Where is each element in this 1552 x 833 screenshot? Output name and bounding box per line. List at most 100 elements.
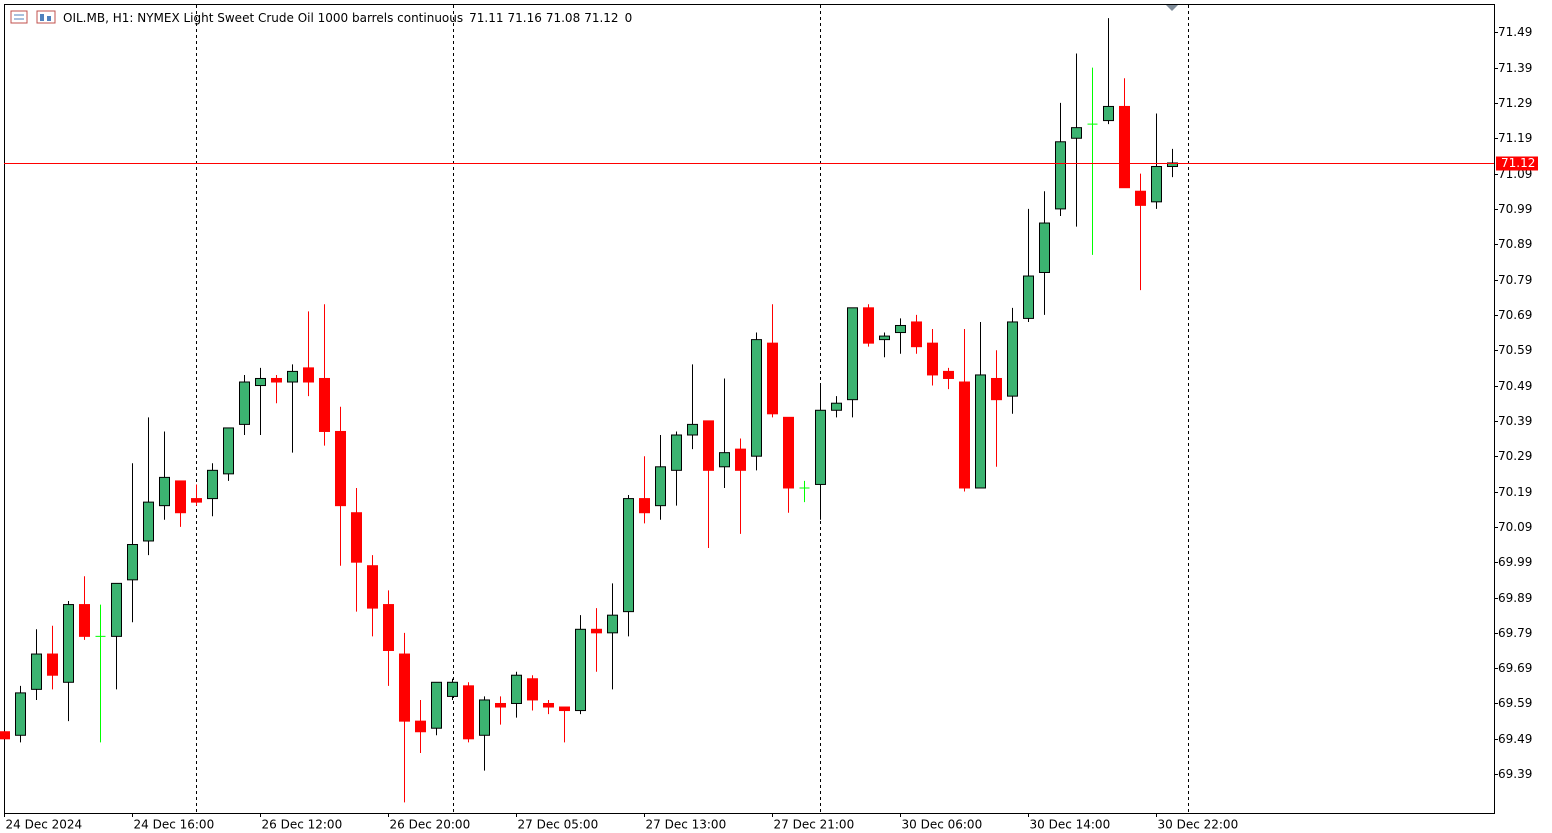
candle-body <box>1007 321 1018 397</box>
candle-body <box>271 377 282 383</box>
candle <box>127 463 138 623</box>
candle-body <box>367 565 378 609</box>
candle-body <box>223 427 234 475</box>
candle <box>783 416 794 513</box>
y-tick-label: 70.79 <box>1498 273 1532 287</box>
candle-body <box>1103 105 1114 122</box>
candle-body <box>1135 190 1146 206</box>
candle-body <box>783 416 794 489</box>
candle-body <box>671 434 682 471</box>
candle-body <box>351 512 362 563</box>
x-tick-label: 27 Dec 21:00 <box>774 818 855 832</box>
candle-body <box>863 307 874 344</box>
candle <box>911 314 922 354</box>
candle <box>335 406 346 566</box>
y-tick-label: 69.39 <box>1498 767 1532 781</box>
x-tick-label: 26 Dec 12:00 <box>262 818 343 832</box>
candle-body <box>687 423 698 436</box>
candle <box>1055 102 1066 216</box>
candle <box>575 615 586 715</box>
candle-body <box>383 604 394 651</box>
candle <box>831 396 842 418</box>
ohlc-close: 71.12 <box>584 11 618 25</box>
candle <box>175 480 186 527</box>
candle <box>1151 113 1162 209</box>
candle-body <box>879 335 890 341</box>
candle <box>671 431 682 506</box>
y-tick-label: 69.89 <box>1498 591 1532 605</box>
candle-body <box>607 614 618 634</box>
candle-body <box>479 699 490 736</box>
candle <box>719 378 730 488</box>
candle <box>863 304 874 347</box>
candle-body <box>111 582 122 637</box>
y-tick-label: 70.89 <box>1498 237 1532 251</box>
candle <box>607 583 618 690</box>
x-tick-label: 30 Dec 14:00 <box>1030 818 1111 832</box>
candle <box>303 311 314 397</box>
candle <box>159 431 170 520</box>
candle <box>15 685 26 743</box>
candle <box>879 332 890 358</box>
candle-body <box>415 720 426 733</box>
y-tick-label: 70.59 <box>1498 343 1532 357</box>
candle <box>1023 208 1034 322</box>
candle <box>799 480 810 503</box>
y-tick-label: 71.49 <box>1498 25 1532 39</box>
candle <box>927 329 938 386</box>
x-tick-label: 30 Dec 06:00 <box>902 818 983 832</box>
volume: 0 <box>625 11 633 25</box>
icon <box>36 10 56 24</box>
candle-body <box>655 466 666 507</box>
candle-body <box>303 367 314 383</box>
y-tick-label: 71.39 <box>1498 61 1532 75</box>
candle <box>639 456 650 524</box>
y-tick-label: 71.29 <box>1498 96 1532 110</box>
candle <box>319 304 330 446</box>
candle <box>95 604 106 743</box>
candle-body <box>527 678 538 701</box>
candle <box>655 434 666 520</box>
candle-body <box>255 377 266 387</box>
candle <box>383 590 394 686</box>
candle-body <box>399 653 410 722</box>
candle-body <box>1119 105 1130 189</box>
y-tick-label: 70.99 <box>1498 202 1532 216</box>
chart-title: OIL.MB, H1: NYMEX Light Sweet Crude Oil … <box>63 11 463 25</box>
candle <box>223 427 234 481</box>
candle-body <box>79 604 90 637</box>
candle-body <box>15 692 26 736</box>
candle-body <box>1039 222 1050 273</box>
shift-marker <box>1166 5 1178 11</box>
candle <box>511 671 522 718</box>
candle-body <box>975 374 986 489</box>
candle-body <box>623 498 634 613</box>
candle <box>415 699 426 753</box>
candle <box>1103 18 1114 125</box>
icon <box>40 14 44 21</box>
candle <box>479 696 490 771</box>
candle-body <box>127 544 138 581</box>
candle <box>431 681 442 736</box>
y-tick-label: 70.49 <box>1498 379 1532 393</box>
candle-body <box>239 381 250 425</box>
x-tick-label: 24 Dec 2024 <box>6 818 83 832</box>
candle-body <box>447 681 458 697</box>
candle <box>1071 53 1082 227</box>
candle <box>79 576 90 640</box>
candle-body <box>767 342 778 415</box>
candle <box>255 367 266 435</box>
candle <box>1167 148 1178 178</box>
y-tick-label: 69.99 <box>1498 555 1532 569</box>
candle <box>751 332 762 471</box>
candle-body <box>319 377 330 432</box>
candle-body <box>543 702 554 708</box>
candle-body <box>575 628 586 712</box>
header-icons <box>10 10 56 24</box>
candle-body <box>0 731 10 740</box>
candle-body <box>943 370 954 379</box>
candle-body <box>735 448 746 471</box>
candle <box>847 307 858 418</box>
